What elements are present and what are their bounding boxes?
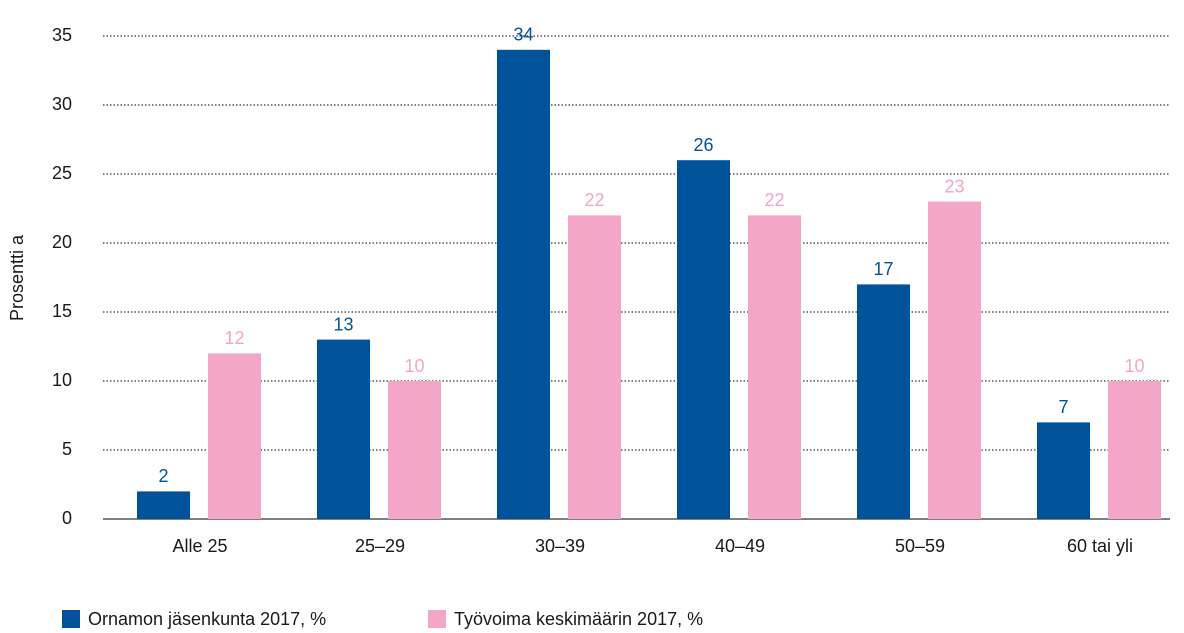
data-label: 26 — [693, 135, 713, 155]
data-label: 10 — [404, 356, 424, 376]
data-label: 17 — [873, 259, 893, 279]
data-label: 34 — [513, 25, 533, 45]
x-tick-label: 60 tai yli — [1067, 536, 1133, 556]
y-tick-label: 20 — [52, 232, 72, 252]
y-tick-label: 25 — [52, 163, 72, 183]
x-tick-label: 30–39 — [535, 536, 585, 556]
y-axis-label: Prosentti a — [7, 234, 27, 321]
y-tick-label: 5 — [62, 439, 72, 459]
y-tick-label: 30 — [52, 94, 72, 114]
y-tick-label: 35 — [52, 25, 72, 45]
bar — [497, 49, 550, 520]
data-label: 7 — [1058, 397, 1068, 417]
data-label: 22 — [764, 190, 784, 210]
bar — [208, 353, 261, 519]
data-label: 13 — [333, 314, 353, 334]
y-tick-label: 0 — [62, 508, 72, 528]
data-label: 23 — [944, 176, 964, 196]
bar — [928, 201, 981, 519]
bar — [677, 160, 730, 519]
data-label: 10 — [1124, 356, 1144, 376]
legend-label: Työvoima keskimäärin 2017, % — [454, 609, 703, 629]
y-tick-label: 15 — [52, 301, 72, 321]
x-tick-label: 25–29 — [355, 536, 405, 556]
bar — [1108, 381, 1161, 519]
legend-swatch — [428, 610, 446, 628]
bar — [317, 339, 370, 519]
bar — [137, 491, 190, 519]
bar — [748, 215, 801, 519]
x-tick-label: 50–59 — [895, 536, 945, 556]
legend-label: Ornamon jäsenkunta 2017, % — [88, 609, 326, 629]
bar — [857, 284, 910, 519]
y-tick-label: 10 — [52, 370, 72, 390]
legend-swatch — [62, 610, 80, 628]
bar — [388, 381, 441, 519]
data-label: 12 — [224, 328, 244, 348]
x-tick-label: 40–49 — [715, 536, 765, 556]
data-label: 2 — [158, 466, 168, 486]
x-tick-label: Alle 25 — [172, 536, 227, 556]
bar — [568, 215, 621, 519]
bar — [1037, 422, 1090, 519]
data-label: 22 — [584, 190, 604, 210]
